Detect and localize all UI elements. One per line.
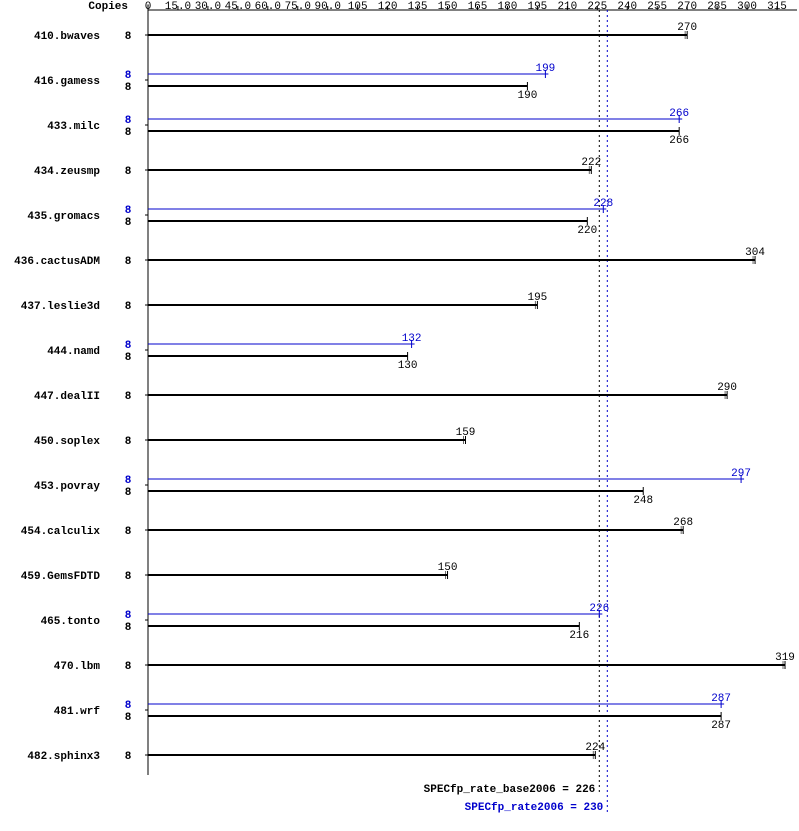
x-axis-tick-label: 195: [527, 1, 547, 13]
copies-value-base: 8: [125, 487, 132, 499]
base-value: 220: [577, 225, 597, 237]
peak-value: 199: [535, 63, 555, 75]
x-axis-tick-label: 120: [378, 1, 398, 13]
copies-value-base: 8: [125, 712, 132, 724]
benchmark-label: 433.milc: [47, 121, 100, 133]
base-value: 150: [438, 562, 458, 574]
peak-value: 297: [731, 468, 751, 480]
x-axis-tick-label: 45.0: [225, 1, 251, 13]
benchmark-label: 454.calculix: [21, 526, 101, 538]
base-value: 287: [711, 720, 731, 732]
copies-value-base: 8: [125, 526, 132, 538]
copies-value-peak: 8: [125, 610, 132, 622]
spec-rate-chart: 015.030.045.060.075.090.0105120135150165…: [0, 0, 799, 831]
x-axis-tick-label: 225: [587, 1, 607, 13]
peak-value: 226: [589, 603, 609, 615]
x-axis-tick-label: 270: [677, 1, 697, 13]
base-value: 224: [585, 742, 605, 754]
base-value: 266: [669, 135, 689, 147]
copies-value-peak: 8: [125, 700, 132, 712]
x-axis-tick-label: 165: [468, 1, 488, 13]
copies-value-peak: 8: [125, 475, 132, 487]
x-axis-tick-label: 300: [737, 1, 757, 13]
x-axis-tick-label: 75.0: [285, 1, 311, 13]
copies-value-peak: 8: [125, 115, 132, 127]
copies-value-base: 8: [125, 571, 132, 583]
base-value: 190: [518, 90, 538, 102]
peak-value: 266: [669, 108, 689, 120]
copies-value-peak: 8: [125, 340, 132, 352]
base-value: 248: [633, 495, 653, 507]
copies-header: Copies: [88, 1, 128, 13]
x-axis-tick-label: 315: [767, 1, 787, 13]
copies-value-base: 8: [125, 217, 132, 229]
x-axis-tick-label: 285: [707, 1, 727, 13]
benchmark-label: 444.namd: [47, 346, 100, 358]
copies-value-base: 8: [125, 31, 132, 43]
benchmark-label: 482.sphinx3: [27, 751, 100, 763]
x-axis-tick-label: 30.0: [195, 1, 221, 13]
base-value: 319: [775, 652, 795, 664]
benchmark-label: 416.gamess: [34, 76, 100, 88]
copies-value-base: 8: [125, 661, 132, 673]
benchmark-label: 459.GemsFDTD: [21, 571, 101, 583]
copies-value-base: 8: [125, 391, 132, 403]
peak-value: 132: [402, 333, 422, 345]
base-value: 222: [581, 157, 601, 169]
x-axis-tick-label: 210: [557, 1, 577, 13]
summary-base-label: SPECfp_rate_base2006 = 226: [424, 784, 596, 796]
x-axis-tick-label: 90.0: [315, 1, 341, 13]
x-axis-tick-label: 105: [348, 1, 368, 13]
benchmark-label: 410.bwaves: [34, 31, 100, 43]
base-value: 130: [398, 360, 418, 372]
benchmark-label: 447.dealII: [34, 391, 100, 403]
base-value: 270: [677, 22, 697, 34]
benchmark-label: 434.zeusmp: [34, 166, 100, 178]
copies-value-base: 8: [125, 256, 132, 268]
copies-value-base: 8: [125, 301, 132, 313]
copies-value-base: 8: [125, 436, 132, 448]
copies-value-base: 8: [125, 127, 132, 139]
copies-value-peak: 8: [125, 205, 132, 217]
benchmark-label: 465.tonto: [41, 616, 101, 628]
base-value: 159: [456, 427, 476, 439]
benchmark-label: 435.gromacs: [27, 211, 100, 223]
copies-value-base: 8: [125, 751, 132, 763]
x-axis-tick-label: 180: [498, 1, 518, 13]
base-value: 268: [673, 517, 693, 529]
summary-peak-label: SPECfp_rate2006 = 230: [465, 802, 604, 814]
x-axis-tick-label: 60.0: [255, 1, 281, 13]
benchmark-label: 470.lbm: [54, 661, 101, 673]
benchmark-label: 450.soplex: [34, 436, 100, 448]
benchmark-label: 453.povray: [34, 481, 100, 493]
x-axis-tick-label: 255: [647, 1, 667, 13]
benchmark-label: 481.wrf: [54, 706, 101, 718]
copies-value-base: 8: [125, 166, 132, 178]
x-axis-tick-label: 135: [408, 1, 428, 13]
x-axis-tick-label: 240: [617, 1, 637, 13]
base-value: 304: [745, 247, 765, 259]
copies-value-base: 8: [125, 352, 132, 364]
base-value: 290: [717, 382, 737, 394]
benchmark-label: 436.cactusADM: [14, 256, 100, 268]
base-value: 195: [527, 292, 547, 304]
peak-value: 287: [711, 693, 731, 705]
x-axis-tick-label: 150: [438, 1, 458, 13]
peak-value: 228: [593, 198, 613, 210]
benchmark-label: 437.leslie3d: [21, 301, 100, 313]
x-axis-tick-label: 15.0: [165, 1, 191, 13]
copies-value-peak: 8: [125, 70, 132, 82]
copies-value-base: 8: [125, 622, 132, 634]
base-value: 216: [569, 630, 589, 642]
copies-value-base: 8: [125, 82, 132, 94]
